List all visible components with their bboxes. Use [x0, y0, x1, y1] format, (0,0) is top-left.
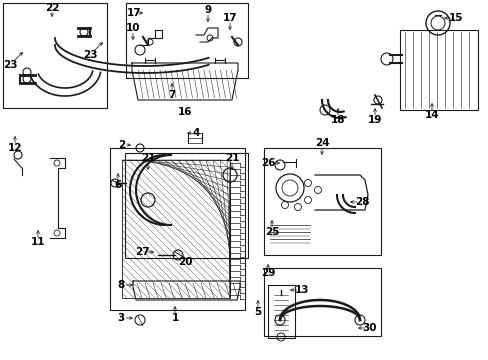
Text: 21: 21 — [141, 153, 155, 163]
Bar — [110, 148, 244, 310]
Bar — [264, 268, 380, 336]
Text: 9: 9 — [204, 5, 211, 15]
Text: 1: 1 — [171, 313, 178, 323]
Text: 11: 11 — [31, 237, 45, 247]
Bar — [122, 160, 229, 298]
Bar — [125, 153, 247, 258]
Text: 21: 21 — [224, 153, 239, 163]
Text: 15: 15 — [448, 13, 462, 23]
Text: 24: 24 — [314, 138, 328, 148]
Text: 8: 8 — [117, 280, 124, 290]
Bar — [399, 30, 477, 110]
Text: 27: 27 — [134, 247, 149, 257]
Bar — [264, 148, 380, 255]
Bar — [3, 3, 107, 108]
Bar — [126, 3, 247, 78]
Text: 12: 12 — [8, 143, 22, 153]
Text: 28: 28 — [354, 197, 368, 207]
Text: 6: 6 — [114, 180, 122, 190]
Text: 4: 4 — [192, 128, 199, 138]
Text: 25: 25 — [264, 227, 279, 237]
Text: 23: 23 — [3, 60, 17, 70]
Text: 5: 5 — [254, 307, 261, 317]
Text: 16: 16 — [177, 107, 192, 117]
Text: 18: 18 — [330, 115, 345, 125]
Text: 30: 30 — [362, 323, 376, 333]
Text: 23: 23 — [82, 50, 97, 60]
Text: 13: 13 — [294, 285, 308, 295]
Text: 17: 17 — [126, 8, 141, 18]
Text: 7: 7 — [168, 90, 175, 100]
Text: 20: 20 — [177, 257, 192, 267]
Bar — [267, 285, 294, 338]
Text: 26: 26 — [260, 158, 275, 168]
Text: 19: 19 — [367, 115, 382, 125]
Text: 3: 3 — [117, 313, 124, 323]
Text: 29: 29 — [260, 268, 275, 278]
Text: 10: 10 — [125, 23, 140, 33]
Text: 22: 22 — [45, 3, 59, 13]
Text: 17: 17 — [222, 13, 237, 23]
Text: 2: 2 — [118, 140, 125, 150]
Text: 14: 14 — [424, 110, 438, 120]
